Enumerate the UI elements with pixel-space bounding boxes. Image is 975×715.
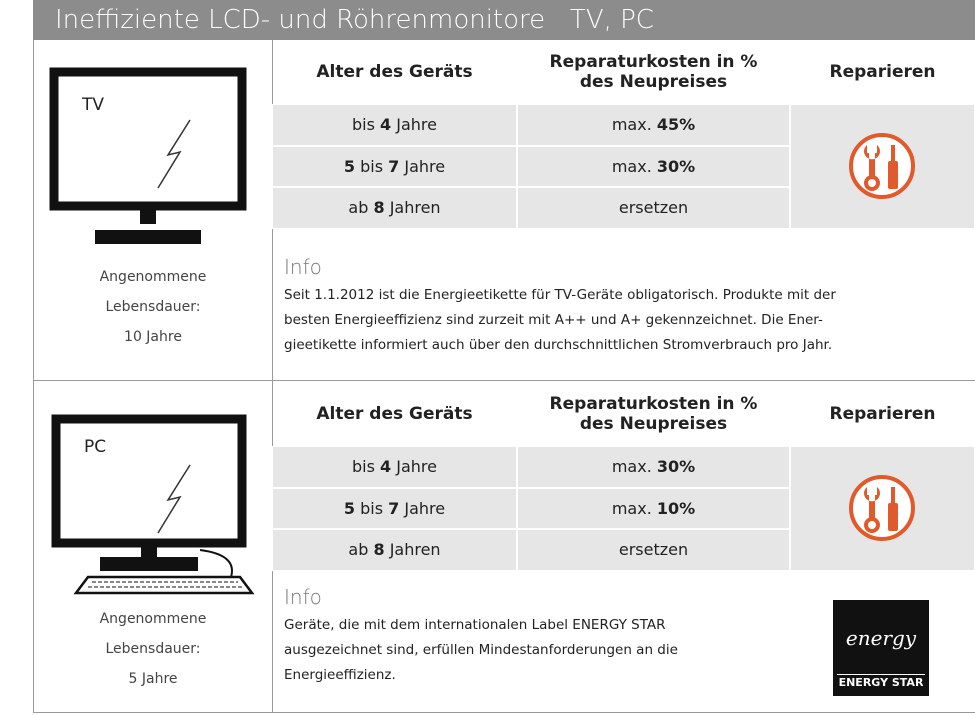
cell-text: Jahre [399,156,446,176]
table-cell: ab 8 Jahren [272,187,517,229]
pc-icon [51,414,255,595]
section-frame [33,40,975,381]
table-cell: max. 10% [517,487,790,529]
cell-text-bold: 45% [656,115,696,135]
info-text: ausgezeichnet sind, erfüllen Mindestanfo… [284,642,678,658]
lifespan-text: 10 Jahre [124,329,182,345]
repair-icon [849,475,915,542]
cell-text: ersetzen [618,198,689,218]
cell-text-bold: 7 [388,156,400,176]
repair-icon [849,133,915,200]
header-cell: Reparaturkosten in % des Neupreises [549,394,758,434]
header-cell: Reparieren [829,404,936,424]
logo-script: energy [845,626,917,650]
cell-text-bold: 30% [656,457,696,477]
info-text: gieetikette informiert auch über den dur… [284,337,833,353]
cell-text: max. [611,156,657,176]
device-label: TV [82,95,105,115]
lifespan-text: Lebensdauer: [105,641,201,657]
cell-text-bold: 5 [343,498,356,518]
cell-text-bold: 5 [343,156,356,176]
logo-label: ENERGY STAR [837,674,925,691]
table-cell: bis 4 Jahre [272,446,517,488]
cell-text-bold: 7 [388,498,400,518]
cell-text: Jahren [384,198,441,218]
table-cell: ersetzen [517,529,790,571]
cell-text-bold: 10% [656,498,696,518]
cell-text: bis [355,498,389,518]
device-label: PC [84,437,107,457]
cell-text: max. [611,115,657,135]
energy-star-logo: energy ENERGY STAR [833,600,929,696]
lifespan-text: Angenommene [99,611,207,627]
header-cell: Alter des Geräts [316,404,473,424]
table-cell: 5 bis 7 Jahre [272,487,517,529]
table-cell: max. 45% [517,104,790,146]
cell-text-bold: 30% [656,156,696,176]
section-frame [33,381,975,713]
table-cell: max. 30% [517,446,790,488]
info-heading: Info [284,255,322,279]
cell-text: bis [355,156,389,176]
cell-text-bold: 4 [380,457,392,477]
column-divider [272,40,273,713]
cell-text: ab [348,198,374,218]
cell-text-bold: 8 [373,198,385,218]
lifespan-text: 5 Jahre [128,671,178,687]
info-text: besten Energieeffizienz sind zurzeit mit… [284,312,823,328]
header-cell: Reparieren [829,62,936,82]
cell-text-bold: 4 [380,115,392,135]
lifespan-text: Angenommene [99,269,207,285]
cell-text: max. [611,498,657,518]
cell-text: bis [352,457,381,477]
info-heading: Info [284,585,322,609]
table-cell: 5 bis 7 Jahre [272,145,517,187]
info-text: Seit 1.1.2012 ist die Energieetikette fü… [284,287,836,303]
cell-text: max. [611,457,657,477]
title-bar: Ineffiziente LCD- und Röhrenmonitore TV,… [33,0,975,40]
cell-text: ersetzen [618,540,689,560]
table-cell: max. 30% [517,145,790,187]
cell-text: Jahre [399,498,446,518]
cell-text: ab [348,540,374,560]
table-cell: ab 8 Jahren [272,529,517,571]
header-cell: Reparaturkosten in % des Neupreises [549,52,758,92]
info-text: Geräte, die mit dem internationalen Labe… [284,617,666,633]
table-cell: ersetzen [517,187,790,229]
lifespan-text: Lebensdauer: [105,299,201,315]
cell-text-bold: 8 [373,540,385,560]
table-cell: bis 4 Jahre [272,104,517,146]
info-text: Energieeffizienz. [284,667,396,683]
tv-icon [49,67,247,244]
cell-text: Jahre [391,115,437,135]
cell-text: Jahren [384,540,441,560]
cell-text: Jahre [391,457,437,477]
header-cell: Alter des Geräts [316,62,473,82]
cell-text: bis [352,115,381,135]
